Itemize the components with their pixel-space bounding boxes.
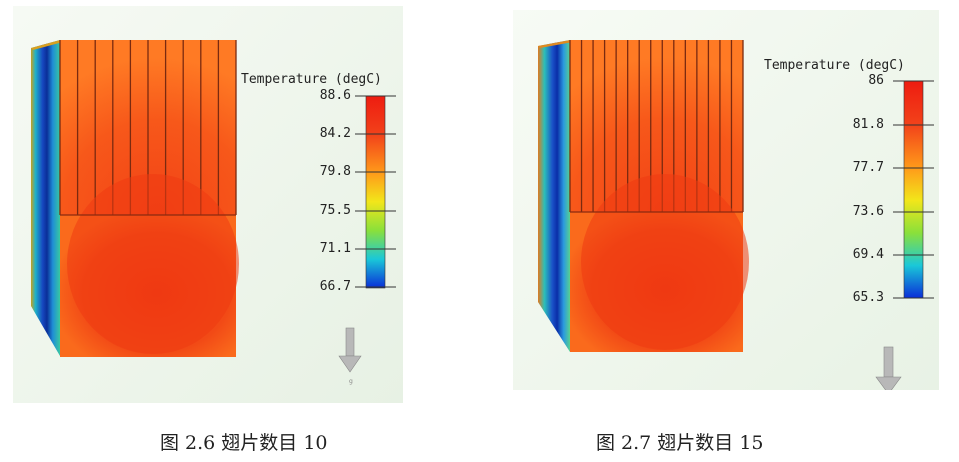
tick-label: 77.7 bbox=[852, 160, 884, 175]
hot-zone-contour bbox=[581, 174, 749, 350]
heatsink-top-edge bbox=[31, 40, 63, 50]
tick-label: 66.7 bbox=[319, 279, 351, 294]
figure-caption: 图 2.6 翅片数目 10 bbox=[160, 432, 328, 454]
colorbar bbox=[365, 95, 386, 289]
tick-label: 73.6 bbox=[852, 204, 884, 219]
tick-label: 79.8 bbox=[319, 164, 351, 179]
tick-label: 86 bbox=[868, 73, 884, 88]
heatsink-render bbox=[13, 6, 403, 403]
legend-title: Temperature (degC) bbox=[241, 72, 382, 87]
heatsink-top-edge bbox=[538, 40, 573, 48]
tick-label: 75.5 bbox=[319, 203, 351, 218]
tick-label: 88.6 bbox=[319, 88, 351, 103]
colorbar-ticks bbox=[893, 80, 934, 299]
tick-label: 69.4 bbox=[852, 247, 884, 262]
figure-fin-count-10: Temperature (degC) 88.6 84.2 79.8 75.5 7… bbox=[13, 6, 403, 403]
gravity-arrow-icon bbox=[875, 346, 902, 390]
heatsink-render bbox=[513, 10, 939, 390]
tick-label: 65.3 bbox=[852, 290, 884, 305]
colorbar bbox=[903, 80, 924, 299]
tick-label: 71.1 bbox=[319, 241, 351, 256]
figure-fin-count-15: Temperature (degC) 86 81.8 77.7 73.6 69.… bbox=[513, 10, 939, 390]
legend-title: Temperature (degC) bbox=[764, 58, 905, 73]
heatsink-side-face bbox=[31, 40, 60, 356]
gravity-arrow-icon bbox=[338, 327, 362, 373]
fin-lines bbox=[569, 40, 744, 212]
gravity-label: g bbox=[349, 378, 353, 385]
figure-caption: 图 2.7 翅片数目 15 bbox=[596, 432, 764, 454]
colorbar-ticks bbox=[355, 95, 396, 288]
tick-label: 84.2 bbox=[319, 126, 351, 141]
tick-label: 81.8 bbox=[852, 117, 884, 132]
heatsink-side-face bbox=[538, 40, 570, 352]
hot-zone-contour bbox=[67, 174, 239, 354]
